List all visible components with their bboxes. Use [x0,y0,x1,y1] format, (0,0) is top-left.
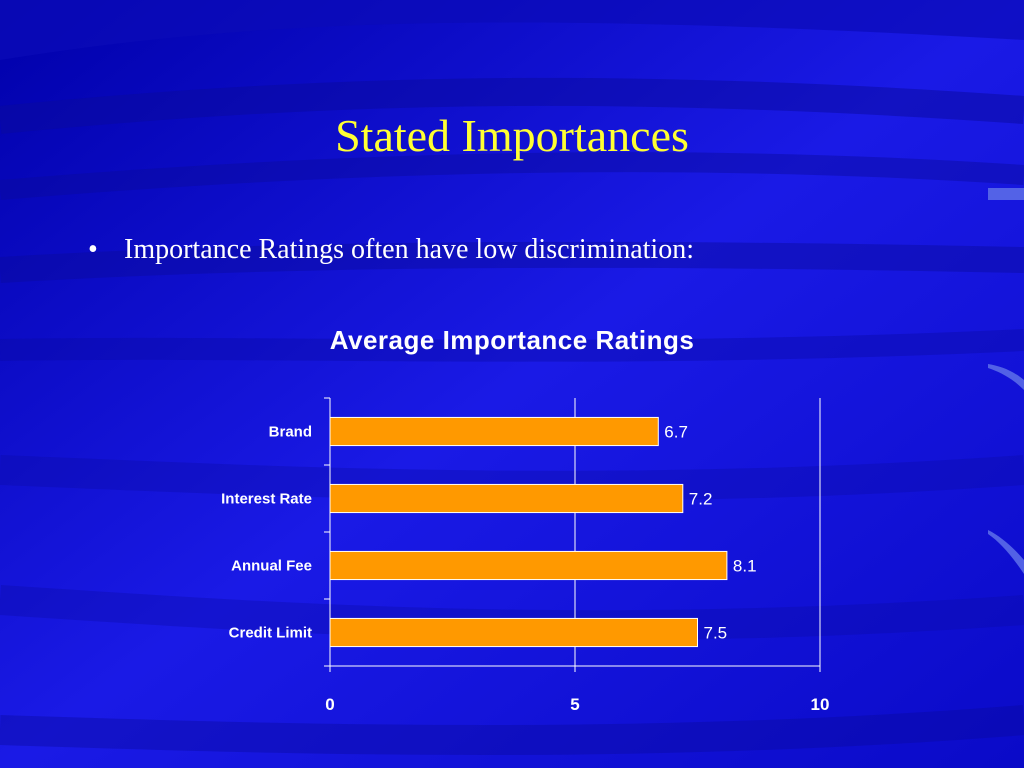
bar-credit-limit [329,617,698,648]
slide-title: Stated Importances [335,110,689,161]
data-label: 8.1 [733,557,757,576]
bar-interest-rate [329,483,684,514]
category-label: Brand [269,424,312,441]
bar-annual-fee [329,550,728,581]
bullet-marker: • [88,234,98,265]
x-tick-label: 5 [570,695,579,714]
bullet-text: Importance Ratings often have low discri… [124,234,694,265]
chart-title: Average Importance Ratings [329,325,695,355]
category-label: Credit Limit [229,625,312,642]
x-tick-label: 10 [811,695,830,714]
category-label: Annual Fee [231,558,312,575]
x-tick-label: 0 [325,695,334,714]
data-label: 7.2 [689,490,713,509]
data-label: 6.7 [664,423,688,442]
data-label: 7.5 [704,624,728,643]
bullet-item: • Importance Ratings often have low discr… [88,230,694,270]
bar-brand [329,416,659,447]
category-label: Interest Rate [221,491,312,508]
